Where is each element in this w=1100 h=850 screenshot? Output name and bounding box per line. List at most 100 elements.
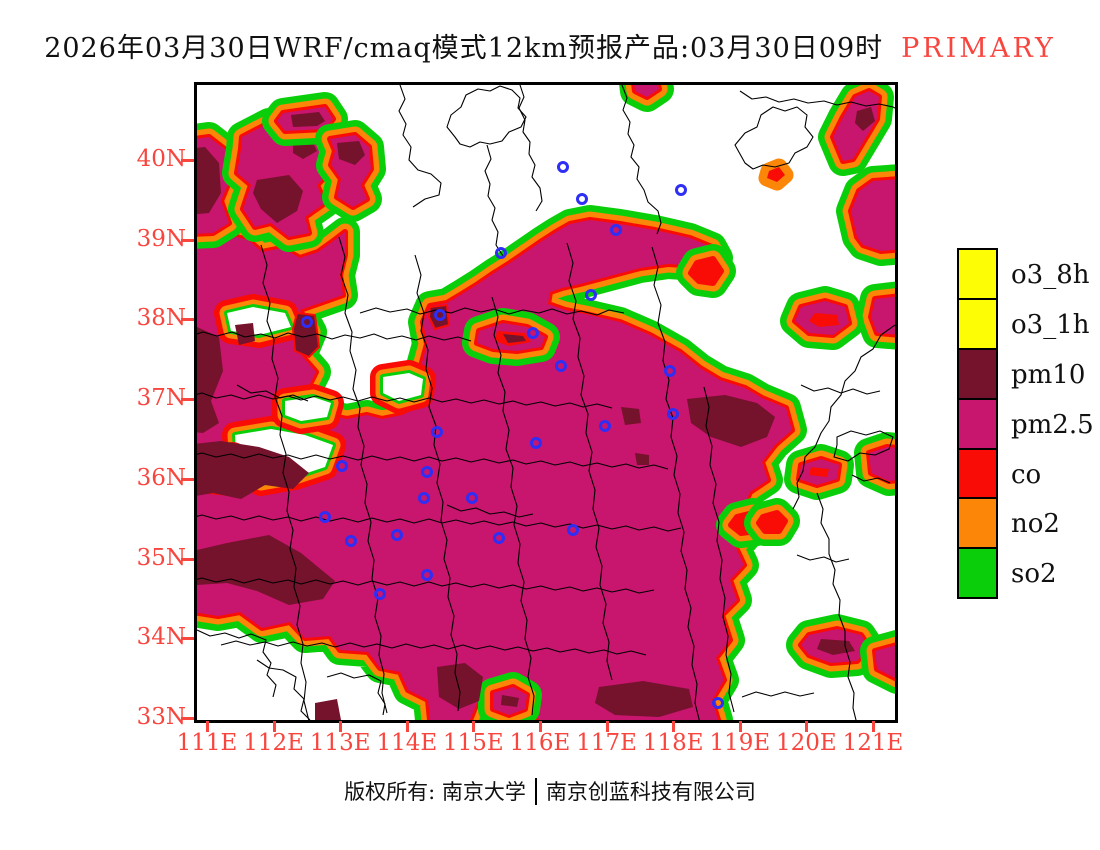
boundary-layer: [197, 85, 895, 720]
city-marker: [374, 588, 386, 600]
lat-label: 39N: [136, 225, 186, 252]
forecast-map: [197, 85, 895, 720]
city-marker: [336, 460, 348, 472]
city-marker: [675, 184, 687, 196]
city-marker: [712, 697, 724, 709]
lat-label: 35N: [136, 544, 186, 571]
lon-label: 112E: [243, 730, 304, 756]
lat-tick: [181, 477, 194, 481]
city-marker: [301, 316, 313, 328]
lon-tick: [605, 721, 609, 732]
lon-label: 120E: [776, 730, 837, 756]
legend-item-o3-1h: o3_1h: [957, 297, 1094, 350]
lon-tick: [805, 721, 809, 732]
city-marker: [418, 492, 430, 504]
lat-tick: [181, 398, 194, 402]
legend-label: pm10: [1011, 359, 1086, 390]
city-marker: [527, 327, 539, 339]
city-marker: [576, 193, 588, 205]
footer-company: 南京创蓝科技有限公司: [545, 780, 756, 804]
city-marker: [667, 408, 679, 420]
map-frame: [194, 82, 898, 723]
legend-label: so2: [1011, 559, 1057, 590]
lon-label: 119E: [709, 730, 771, 756]
lon-label: 111E: [176, 730, 238, 756]
lon-label: 117E: [576, 730, 637, 756]
legend-label: no2: [1011, 509, 1060, 540]
lat-tick: [181, 557, 194, 561]
legend-item-pm10: pm10: [957, 347, 1094, 400]
legend-swatch-so2: [957, 547, 998, 600]
legend: o3_8h o3_1h pm10 pm2.5 co no2 so2: [957, 248, 1094, 600]
lon-tick: [672, 721, 676, 732]
title-main: 2026年03月30日WRF/cmaq模式12km预报产品:03月30日09时: [44, 33, 884, 64]
copyright-footer: 版权所有: 南京大学 南京创蓝科技有限公司: [0, 776, 1100, 806]
legend-swatch-pm25: [957, 397, 998, 450]
legend-label: o3_8h: [1011, 259, 1090, 290]
city-marker: [557, 161, 569, 173]
lat-label: 38N: [136, 305, 186, 332]
lon-label: 114E: [376, 730, 438, 756]
city-marker: [585, 289, 597, 301]
legend-label: co: [1011, 459, 1042, 490]
legend-label: o3_1h: [1011, 309, 1090, 340]
title-highlight: PRIMARY: [901, 33, 1056, 64]
lon-label: 116E: [509, 730, 571, 756]
lon-label: 118E: [642, 730, 704, 756]
legend-item-o3-8h: o3_8h: [957, 248, 1094, 300]
lon-tick: [539, 721, 542, 732]
legend-item-co: co: [957, 447, 1094, 500]
legend-swatch-o3-1h: [957, 297, 998, 350]
lat-label: 40N: [136, 146, 186, 172]
lon-label: 113E: [309, 730, 371, 756]
lon-label: 115E: [443, 730, 504, 756]
lon-tick: [272, 721, 276, 732]
city-marker: [664, 365, 676, 377]
legend-item-so2: so2: [957, 547, 1094, 600]
legend-item-no2: no2: [957, 497, 1094, 550]
footer-divider: [534, 777, 537, 805]
lon-label: 121E: [842, 730, 904, 756]
city-marker: [391, 529, 403, 541]
city-marker: [567, 524, 579, 536]
legend-swatch-pm10: [957, 347, 998, 400]
lon-tick: [738, 721, 742, 732]
city-marker: [431, 426, 443, 438]
legend-label: pm2.5: [1011, 409, 1094, 440]
city-marker: [434, 309, 446, 321]
lat-tick: [181, 238, 194, 242]
city-markers: [301, 161, 724, 709]
lon-tick: [206, 721, 209, 732]
city-marker: [530, 437, 542, 449]
city-marker: [466, 492, 478, 504]
city-marker: [493, 532, 505, 544]
lat-tick: [181, 318, 194, 322]
legend-swatch-no2: [957, 497, 998, 550]
lat-tick: [181, 637, 194, 641]
lat-label: 33N: [136, 703, 186, 730]
city-marker: [599, 420, 611, 432]
lon-tick: [339, 721, 343, 732]
city-marker: [345, 535, 357, 547]
city-marker: [555, 360, 567, 372]
lat-tick: [181, 716, 194, 720]
lon-tick: [872, 721, 875, 732]
pollution-layer: [197, 85, 895, 720]
footer-owner: 版权所有: 南京大学: [344, 780, 526, 804]
lat-label: 34N: [136, 624, 186, 651]
lon-tick: [405, 721, 409, 732]
legend-swatch-co: [957, 447, 998, 500]
lon-tick: [472, 721, 476, 732]
lat-label: 37N: [136, 385, 186, 412]
city-marker: [421, 569, 433, 581]
city-marker: [610, 224, 622, 236]
lat-tick: [181, 159, 194, 162]
city-marker: [495, 247, 507, 259]
legend-item-pm25: pm2.5: [957, 397, 1094, 450]
lat-label: 36N: [136, 464, 186, 491]
page-title: 2026年03月30日WRF/cmaq模式12km预报产品:03月30日09时 P…: [0, 26, 1100, 65]
city-marker: [421, 466, 433, 478]
legend-swatch-o3-8h: [957, 248, 998, 300]
city-marker: [319, 511, 331, 523]
